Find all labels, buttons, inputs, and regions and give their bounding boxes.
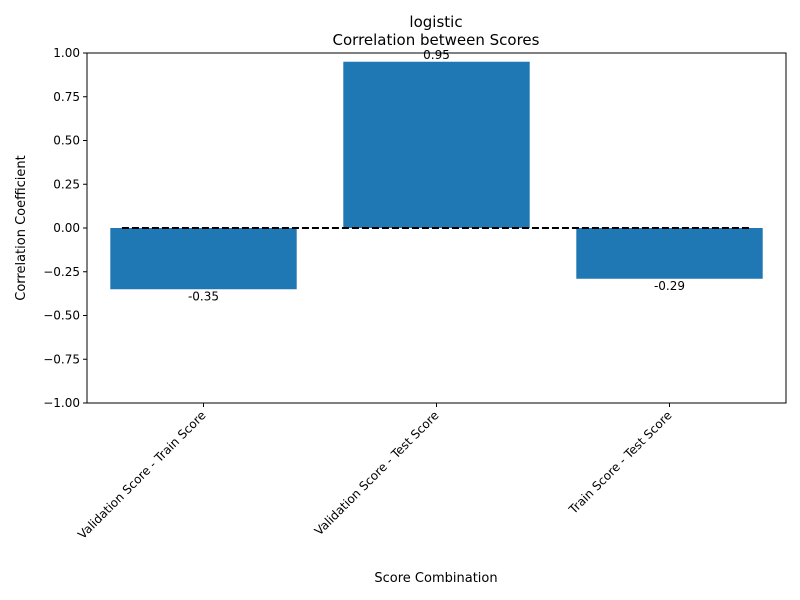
y-tick-label: −0.25	[43, 265, 80, 279]
bar	[343, 61, 530, 228]
x-axis-label: Score Combination	[374, 571, 497, 586]
chart-subtitle: Correlation between Scores	[333, 31, 540, 49]
bars-group	[110, 61, 763, 290]
x-tick-label: Validation Score - Train Score	[75, 408, 209, 542]
y-tick-label: 0.75	[53, 90, 80, 104]
y-tick-label: 0.00	[53, 221, 80, 235]
data-labels-group: -0.35 0.95 -0.29	[188, 48, 685, 304]
bar	[576, 228, 763, 279]
y-axis-ticks: −1.00 −0.75 −0.50 −0.25 0.00 0.25 0.50 0.75 1.00	[43, 46, 87, 410]
data-label: -0.35	[188, 289, 219, 303]
chart-title: logistic	[409, 13, 462, 31]
x-tick-label: Validation Score - Test Score	[312, 408, 442, 538]
x-axis-ticks: Validation Score - Train Score Validation…	[75, 403, 675, 542]
y-tick-label: 0.50	[53, 134, 80, 148]
y-tick-label: 0.25	[53, 177, 80, 191]
y-tick-label: 1.00	[53, 46, 80, 60]
plot-area-frame	[86, 52, 787, 404]
y-tick-label: −0.50	[43, 309, 80, 323]
data-label: -0.29	[654, 279, 685, 293]
bar	[110, 228, 297, 290]
x-tick-label: Train Score - Test Score	[566, 408, 675, 517]
data-label: 0.95	[423, 48, 450, 62]
y-tick-label: −0.75	[43, 352, 80, 366]
y-tick-label: −1.00	[43, 396, 80, 410]
y-axis-label: Correlation Coefficient	[14, 155, 29, 301]
